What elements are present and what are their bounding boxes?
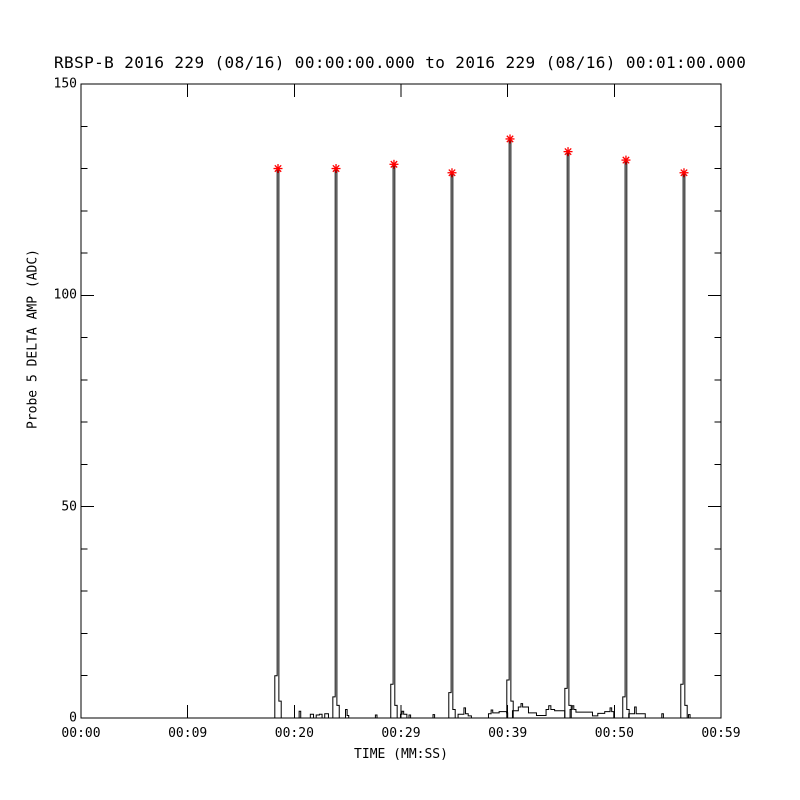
y-tick-label: 150 — [53, 76, 77, 92]
x-tick-label: 00:20 — [274, 726, 314, 741]
x-tick-label: 00:39 — [488, 726, 528, 741]
spike-trace — [274, 138, 688, 718]
peak-marker-asterisk — [505, 134, 515, 144]
chart-title: RBSP-B 2016 229 (08/16) 00:00:00.000 to … — [54, 53, 747, 72]
peak-markers — [273, 134, 689, 178]
spike — [680, 172, 688, 718]
x-axis-title: TIME (MM:SS) — [354, 747, 448, 762]
peak-marker-asterisk — [563, 147, 573, 157]
peak-marker-asterisk — [389, 159, 399, 169]
spike — [274, 168, 282, 718]
peak-marker-asterisk — [621, 155, 631, 165]
y-tick-label: 100 — [53, 287, 77, 303]
spike — [506, 138, 514, 718]
peak-marker-asterisk — [447, 168, 457, 178]
spike — [332, 168, 340, 718]
axis-ticks — [80, 83, 722, 719]
y-tick-label: 0 — [69, 710, 77, 726]
spike — [390, 163, 398, 718]
y-tick-label: 50 — [61, 499, 77, 515]
peak-marker-asterisk — [273, 164, 283, 174]
spike — [622, 159, 630, 718]
spike — [448, 172, 456, 718]
baseline-signal-trace — [81, 703, 721, 719]
spike — [564, 151, 572, 718]
x-tick-label: 00:00 — [61, 726, 101, 741]
x-tick-label: 00:59 — [701, 726, 741, 741]
x-tick-label: 00:50 — [594, 726, 634, 741]
x-tick-label: 00:29 — [381, 726, 421, 741]
x-tick-label: 00:09 — [168, 726, 208, 741]
peak-marker-asterisk — [331, 164, 341, 174]
peak-marker-asterisk — [679, 168, 689, 178]
